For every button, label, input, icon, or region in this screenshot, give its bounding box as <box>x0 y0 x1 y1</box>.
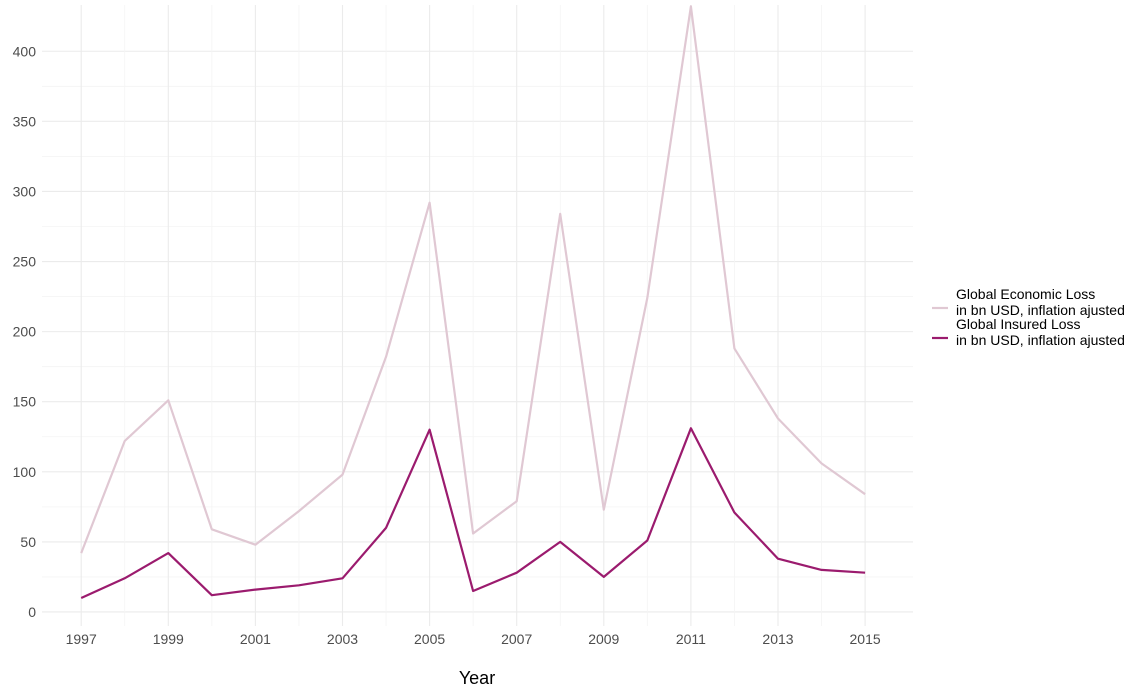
x-tick-label: 2007 <box>501 631 532 647</box>
y-tick-label: 100 <box>13 464 37 480</box>
x-tick-label: 2011 <box>676 631 706 647</box>
y-tick-label: 50 <box>20 534 36 550</box>
x-tick-label: 2001 <box>240 631 271 647</box>
grid <box>42 5 913 626</box>
y-tick-label: 350 <box>13 113 37 129</box>
x-tick-label: 2015 <box>850 631 881 647</box>
legend-label-line1: Global Economic Loss <box>956 286 1095 302</box>
x-tick-label: 2009 <box>588 631 619 647</box>
series-line-1 <box>80 5 866 554</box>
y-axis-ticks: 0 50 100 150 200 250 300 350 400 <box>13 43 37 620</box>
legend-label-line2: in bn USD, inflation ajusted <box>956 332 1125 348</box>
y-tick-label: 250 <box>13 254 37 270</box>
x-axis-ticks: 1997 1999 2001 2003 2005 2007 2009 2011 2013 2015 <box>66 631 881 647</box>
y-tick-label: 0 <box>28 604 36 620</box>
series-lines <box>80 5 866 600</box>
series-line-2 <box>80 427 866 600</box>
y-tick-label: 200 <box>13 324 37 340</box>
legend-label-line1: Global Insured Loss <box>956 316 1081 332</box>
x-tick-label: 2013 <box>762 631 793 647</box>
y-tick-label: 150 <box>13 394 37 410</box>
x-tick-label: 2003 <box>327 631 358 647</box>
legend-label-line2: in bn USD, inflation ajusted <box>956 302 1125 318</box>
x-axis-title: Year <box>459 668 495 687</box>
x-tick-label: 1999 <box>153 631 184 647</box>
x-tick-label: 1997 <box>66 631 97 647</box>
y-tick-label: 400 <box>13 43 37 59</box>
y-tick-label: 300 <box>13 183 37 199</box>
x-tick-label: 2005 <box>414 631 445 647</box>
